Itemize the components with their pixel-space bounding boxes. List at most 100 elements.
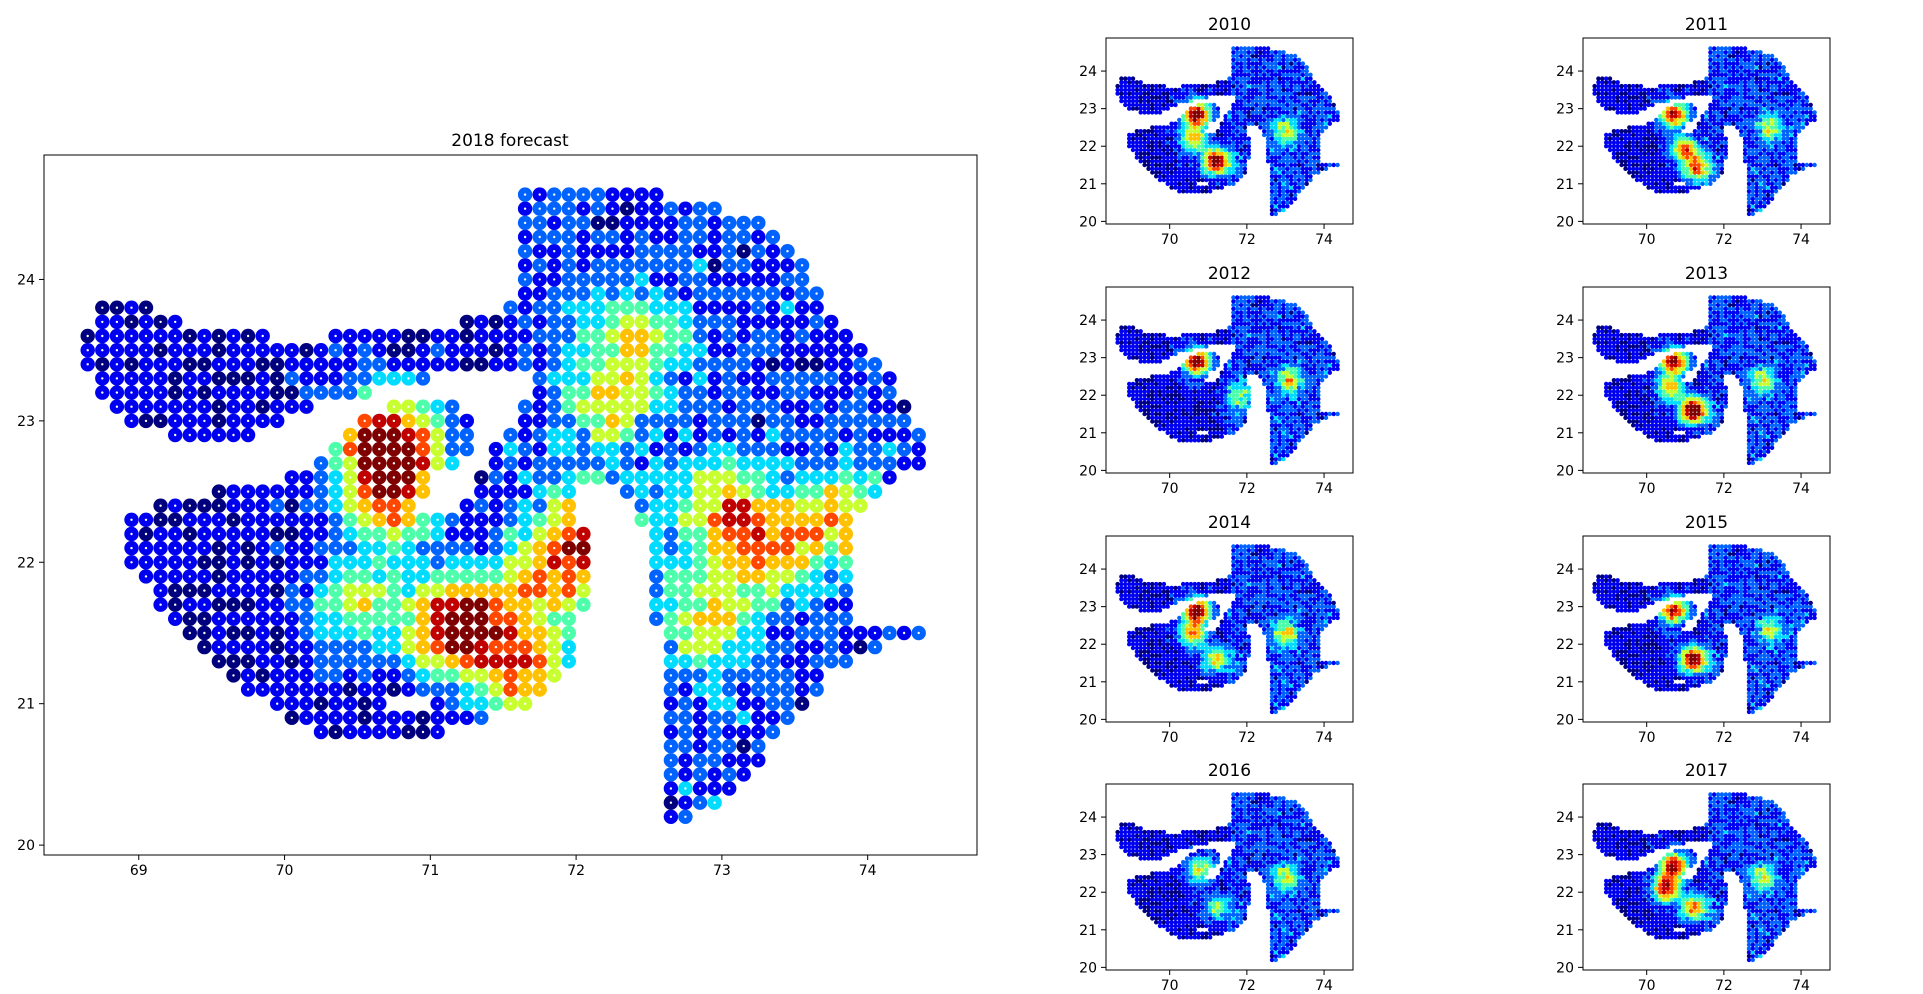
main-point-center: [334, 575, 337, 578]
panel-2010-point: [1319, 98, 1325, 104]
main-point-center: [771, 730, 775, 734]
main-point-center: [786, 645, 789, 649]
panel-2010-point: [1177, 189, 1182, 194]
panel-2010-point: [1196, 162, 1201, 168]
panel-2011-point: [1619, 147, 1624, 153]
panel-2010-point: [1138, 87, 1143, 93]
panel-2011-point: [1708, 170, 1713, 175]
panel-2010-point: [1235, 162, 1240, 168]
panel-2010-point: [1292, 155, 1298, 160]
panel-2010-point: [1281, 102, 1286, 108]
main-point-center: [655, 278, 658, 281]
panel-2011-point: [1634, 132, 1640, 138]
main-point-center: [684, 589, 687, 592]
main-point-center: [290, 391, 293, 394]
panel-2010-point: [1204, 189, 1209, 194]
main-point-center: [553, 631, 556, 635]
main-point-center: [348, 546, 352, 550]
panel-2010-point: [1192, 83, 1198, 89]
panel-2010-point: [1123, 80, 1128, 85]
main-point-center: [698, 674, 702, 677]
main-point-center: [421, 716, 425, 719]
main-point-center: [436, 674, 439, 677]
panel-2010-point: [1235, 57, 1240, 62]
main-point-center: [800, 561, 804, 564]
panel-2010-point: [1242, 76, 1248, 81]
panel-2010-point: [1169, 98, 1174, 104]
panel-2010-point: [1169, 87, 1174, 93]
panel-2010-point: [1289, 87, 1294, 93]
panel-2011-point: [1665, 177, 1671, 183]
panel-2010-point: [1308, 140, 1313, 145]
panel-2010-point: [1134, 91, 1140, 96]
panel-2010-point: [1292, 80, 1298, 85]
panel-2010-point: [1246, 117, 1252, 123]
main-point-center: [771, 518, 775, 521]
panel-2010-point: [1215, 162, 1221, 168]
panel-2010-point: [1200, 166, 1205, 171]
panel-2011-point: [1773, 159, 1779, 164]
main-point-center: [640, 363, 643, 366]
panel-2011-point: [1762, 132, 1767, 138]
panel-2011-point: [1646, 166, 1651, 171]
main-point-center: [757, 532, 760, 536]
main-point-center: [582, 433, 585, 437]
panel-2011-point: [1742, 155, 1748, 160]
panel-2010-point: [1196, 166, 1201, 171]
panel-2010-point: [1308, 136, 1313, 141]
main-point-center: [728, 730, 731, 734]
panel-2011-point: [1646, 147, 1651, 153]
panel-2010-point: [1154, 106, 1159, 111]
main-point-center: [698, 744, 702, 748]
main-point-center: [494, 490, 498, 493]
panel-2010-point: [1281, 155, 1286, 160]
main-point-center: [363, 688, 366, 691]
main-point-center: [480, 674, 483, 677]
panel-2010-point: [1262, 46, 1267, 51]
panel-2011-point: [1692, 155, 1698, 160]
panel-2010-point: [1285, 121, 1290, 126]
main-point-center: [246, 589, 250, 592]
panel-2010-point: [1269, 162, 1275, 168]
panel-2011-point: [1677, 136, 1682, 141]
panel-2010-point: [1154, 91, 1159, 96]
main-point-center: [130, 349, 133, 352]
main-point-center: [757, 660, 760, 663]
main-point-center: [188, 334, 191, 338]
main-point-center: [553, 490, 556, 493]
panel-2010-point: [1269, 91, 1275, 96]
panel-2010-point: [1165, 91, 1170, 96]
panel-2010-point: [1319, 129, 1325, 134]
panel-2011-point: [1685, 151, 1690, 156]
panel-2010-point: [1331, 102, 1336, 108]
main-point-center: [669, 645, 673, 649]
panel-2011-point: [1692, 177, 1698, 183]
main-point-center: [669, 561, 673, 564]
panel-2011-point: [1677, 166, 1682, 171]
main-point-center: [436, 518, 439, 521]
panel-2011-point: [1615, 132, 1620, 138]
main-point-center: [246, 377, 250, 380]
panel-2010-point: [1219, 166, 1225, 171]
main-point-center: [640, 433, 643, 437]
main-point-center: [859, 391, 862, 394]
panel-2010-point: [1161, 155, 1167, 160]
panel-2010-point: [1289, 166, 1294, 171]
main-point-center: [625, 207, 629, 210]
main-point-center: [553, 207, 556, 210]
main-point-center: [684, 264, 687, 267]
main-point-center: [757, 476, 760, 479]
panel-2010-point: [1292, 102, 1298, 108]
panel-2010-point: [1181, 83, 1186, 89]
panel-2010-point: [1292, 117, 1298, 123]
panel-2010-point: [1246, 114, 1252, 119]
panel-2010-point: [1265, 144, 1271, 149]
panel-2010-point: [1262, 87, 1267, 93]
main-point-center: [276, 645, 279, 649]
main-point-center: [553, 334, 556, 338]
main-point-center: [523, 518, 527, 521]
panel-2010-point: [1196, 140, 1201, 145]
panel-2010-point: [1134, 151, 1140, 156]
main-point-center: [174, 518, 177, 521]
panel-2010-point: [1250, 68, 1255, 74]
